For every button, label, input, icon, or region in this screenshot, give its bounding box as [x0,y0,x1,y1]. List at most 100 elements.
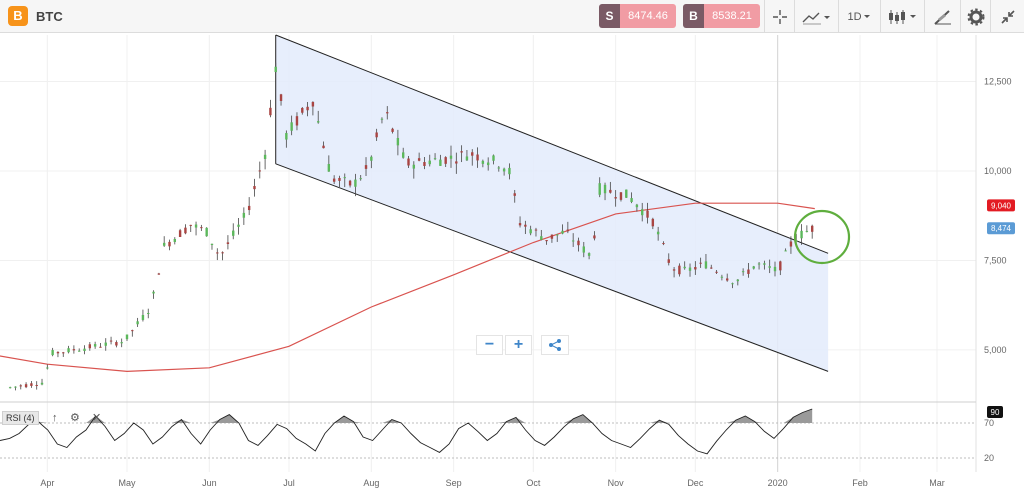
candle-body [263,154,267,159]
channel-lower-line [275,163,829,372]
candle-body [784,250,787,252]
interval-label: 1D [847,10,862,23]
candle-body [51,350,54,356]
candle-body [120,342,123,344]
y-tick-label: 10,000 [984,166,1012,176]
candle-body [216,252,219,254]
share-icon [549,339,561,351]
candles [8,62,814,391]
candle-body [757,263,761,265]
candle-body [752,266,755,269]
candle-body [412,164,416,169]
candle-body [641,209,644,216]
candle-body [322,145,325,149]
candle-body [725,278,729,281]
candle-body [30,383,33,386]
candle-body [189,224,192,226]
rsi-level-label: 70 [984,418,994,428]
candle-body [104,342,107,346]
x-tick-label: Oct [526,478,541,488]
candle-body [72,349,76,351]
candle-body [83,348,86,351]
buy-button[interactable]: B 8538.21 [683,4,760,28]
candle-body [391,128,394,132]
x-tick-label: 2020 [768,478,788,488]
candle-body [587,253,591,256]
drawing-tools-button[interactable] [924,0,960,33]
candle-body [269,107,272,116]
candle-body [619,192,623,200]
candle-body [683,266,686,269]
candle-body [46,367,49,369]
candle-body [311,101,315,107]
candle-body [380,118,384,120]
candle-body [184,227,187,234]
highlight-circle [793,209,851,265]
candle-body [471,152,474,156]
candle-body [274,66,277,73]
candle-body [194,224,198,228]
rsi-label: RSI (4) [2,411,39,425]
candle-body [540,236,543,240]
candle-body [332,178,336,182]
candle-body [301,107,304,113]
x-tick-label: Aug [363,478,379,488]
candle-body [407,158,410,166]
candle-body [40,382,44,385]
rsi-overbought-area [0,409,813,423]
candle-body [720,276,724,278]
candle-body [529,229,532,234]
candle-body [62,352,65,354]
candle-body [99,346,102,348]
candle-body [465,156,469,161]
trend-channel [275,35,829,372]
zoom-in-button[interactable]: + [505,335,532,355]
candle-body [35,384,38,386]
price-chart[interactable]: Apr May Jun Jul Aug Sep Oct Nov Dec 2020 Feb Mar 12,… [0,33,1024,493]
candle-body [210,243,214,245]
candle-body [109,340,113,342]
crosshair-button[interactable] [764,0,794,33]
x-tick-label: Sep [446,478,462,488]
drawing-tools-icon [933,9,951,25]
interval-select[interactable]: 1D [838,0,880,33]
rsi-settings-button[interactable]: ⚙ [70,412,80,424]
share-button[interactable] [541,335,569,355]
candle-body [444,157,447,164]
candle-body [598,183,601,195]
x-tick-label: Mar [929,478,945,488]
candle-body [481,160,485,164]
rsi-move-up-button[interactable]: ↑ [52,412,58,424]
zoom-out-button[interactable]: − [476,335,503,355]
candle-body [359,178,362,180]
candle-body [162,242,166,246]
candle-body [571,240,575,242]
rsi-level-label: 20 [984,453,994,463]
candle-body [508,167,511,175]
chevron-down-icon [863,14,870,18]
chart-type-button[interactable] [794,0,838,33]
collapse-icon [1000,9,1015,24]
crosshair-icon [772,9,787,24]
candle-body [221,252,224,254]
candle-body [577,240,580,246]
y-tick-label: 7,500 [984,255,1007,265]
candle-body [486,162,490,166]
candle-body [354,179,357,187]
candle-body [428,160,431,165]
candlestick-icon [888,9,916,24]
candle-body [502,168,506,172]
candle-body [290,122,293,131]
candle-style-button[interactable] [880,0,924,33]
candle-body [662,243,665,245]
rsi-close-button[interactable]: ✕ [92,412,102,424]
collapse-button[interactable] [990,0,1024,33]
candle-body [401,152,405,158]
candle-body [789,241,793,247]
candle-body [115,342,118,346]
candle-body [630,198,633,202]
settings-button[interactable] [960,0,990,33]
gear-icon [967,8,984,25]
sell-button[interactable]: S 8474.46 [599,4,676,28]
current-price-badge-bg [987,222,1015,235]
